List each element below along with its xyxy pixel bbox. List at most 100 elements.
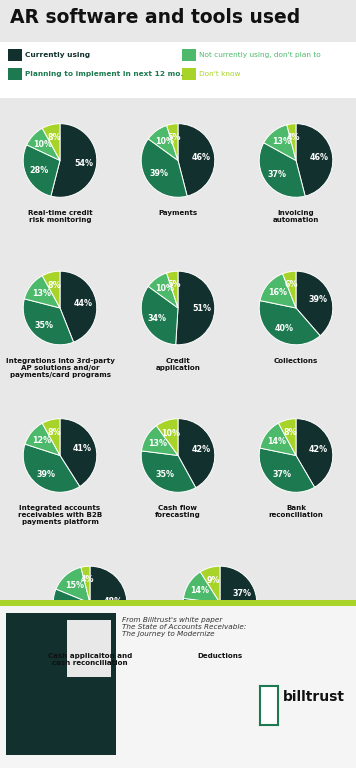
Wedge shape: [259, 143, 305, 197]
Text: 8%: 8%: [47, 133, 61, 142]
Wedge shape: [81, 566, 90, 603]
Text: 13%: 13%: [148, 439, 167, 448]
Text: 39%: 39%: [149, 169, 168, 178]
Wedge shape: [60, 419, 97, 487]
Wedge shape: [220, 566, 257, 628]
Text: 10%: 10%: [155, 284, 174, 293]
Text: 40%: 40%: [200, 620, 219, 629]
Text: 39%: 39%: [309, 295, 328, 304]
Text: Planning to implement in next 12 mo.: Planning to implement in next 12 mo.: [25, 71, 183, 77]
Wedge shape: [296, 124, 333, 196]
Wedge shape: [42, 124, 60, 161]
Text: Invoicing
automation: Invoicing automation: [273, 210, 319, 223]
Text: 5%: 5%: [168, 133, 181, 142]
Wedge shape: [141, 451, 196, 492]
Wedge shape: [264, 125, 296, 161]
Wedge shape: [141, 286, 178, 345]
Wedge shape: [42, 419, 60, 455]
Text: 4%: 4%: [80, 575, 94, 584]
Wedge shape: [27, 128, 60, 161]
Text: Integrated accounts
receivables with B2B
payments platform: Integrated accounts receivables with B2B…: [18, 505, 102, 525]
Wedge shape: [296, 271, 333, 336]
Wedge shape: [23, 145, 60, 196]
Text: 4%: 4%: [286, 133, 300, 141]
Wedge shape: [178, 419, 215, 488]
Wedge shape: [60, 271, 97, 343]
Text: Currently using: Currently using: [25, 52, 90, 58]
Text: 44%: 44%: [74, 299, 93, 308]
Wedge shape: [283, 271, 296, 308]
Text: 34%: 34%: [147, 313, 166, 323]
Text: billtrust: billtrust: [283, 690, 345, 704]
Wedge shape: [178, 124, 215, 196]
Text: 34%: 34%: [62, 613, 81, 622]
Text: 46%: 46%: [310, 153, 329, 162]
Text: Payments: Payments: [158, 210, 198, 217]
Text: 42%: 42%: [191, 445, 210, 454]
Text: Not currently using, don't plan to: Not currently using, don't plan to: [199, 52, 321, 58]
Text: 8%: 8%: [47, 429, 61, 437]
Text: AR software and tools used: AR software and tools used: [10, 8, 300, 27]
Text: Real-time credit
risk monitoring: Real-time credit risk monitoring: [28, 210, 92, 223]
Text: 15%: 15%: [65, 581, 84, 590]
Text: Credit
application: Credit application: [156, 358, 200, 371]
Wedge shape: [260, 423, 296, 455]
Text: 8%: 8%: [283, 428, 297, 437]
Wedge shape: [167, 124, 178, 161]
Text: 10%: 10%: [33, 140, 52, 149]
Wedge shape: [148, 125, 178, 161]
Wedge shape: [176, 271, 215, 345]
Text: 6%: 6%: [285, 280, 298, 290]
Text: 13%: 13%: [32, 289, 51, 298]
Text: 41%: 41%: [73, 445, 92, 453]
Text: 42%: 42%: [309, 445, 328, 454]
Wedge shape: [24, 276, 60, 308]
Wedge shape: [183, 598, 247, 640]
Wedge shape: [259, 300, 320, 345]
Text: 10%: 10%: [155, 137, 174, 146]
Text: Deductions: Deductions: [198, 653, 242, 659]
Text: 48%: 48%: [104, 597, 123, 606]
Text: Cash applicaiton and
cash reconciliation: Cash applicaiton and cash reconciliation: [48, 653, 132, 666]
Text: From Billtrust's white paper
The State of Accounts Receivable:
The Journey to Mo: From Billtrust's white paper The State o…: [122, 617, 246, 637]
Text: 39%: 39%: [36, 469, 55, 478]
Text: 35%: 35%: [155, 471, 174, 479]
Text: Cash flow
forecasting: Cash flow forecasting: [155, 505, 201, 518]
Wedge shape: [200, 566, 220, 603]
Text: 9%: 9%: [207, 576, 220, 585]
Wedge shape: [278, 419, 296, 455]
Wedge shape: [90, 566, 127, 639]
Wedge shape: [296, 419, 333, 487]
Text: Don't know: Don't know: [199, 71, 241, 77]
Text: 10%: 10%: [161, 429, 180, 438]
Wedge shape: [167, 271, 178, 308]
Wedge shape: [53, 589, 96, 640]
Text: 13%: 13%: [272, 137, 291, 147]
Wedge shape: [259, 448, 315, 492]
Wedge shape: [156, 419, 178, 455]
Text: 54%: 54%: [74, 159, 93, 168]
Text: 46%: 46%: [192, 153, 211, 162]
Wedge shape: [148, 273, 178, 308]
Wedge shape: [42, 271, 60, 308]
Text: 40%: 40%: [274, 324, 294, 333]
Text: 14%: 14%: [190, 586, 210, 595]
Text: 5%: 5%: [168, 280, 181, 290]
Text: 51%: 51%: [192, 304, 211, 313]
Text: 28%: 28%: [29, 166, 48, 175]
Text: 35%: 35%: [35, 321, 54, 330]
Text: 37%: 37%: [273, 470, 292, 479]
Wedge shape: [141, 425, 178, 455]
Text: 14%: 14%: [268, 437, 287, 446]
Text: 37%: 37%: [232, 589, 251, 598]
Wedge shape: [183, 572, 220, 603]
Wedge shape: [51, 124, 97, 197]
Text: 16%: 16%: [268, 288, 288, 297]
Wedge shape: [23, 444, 80, 492]
Text: Collections: Collections: [274, 358, 318, 364]
Text: Bank
reconciliation: Bank reconciliation: [268, 505, 324, 518]
Wedge shape: [141, 139, 187, 197]
Text: 12%: 12%: [32, 436, 51, 445]
Wedge shape: [260, 273, 296, 308]
Text: 37%: 37%: [268, 170, 287, 180]
